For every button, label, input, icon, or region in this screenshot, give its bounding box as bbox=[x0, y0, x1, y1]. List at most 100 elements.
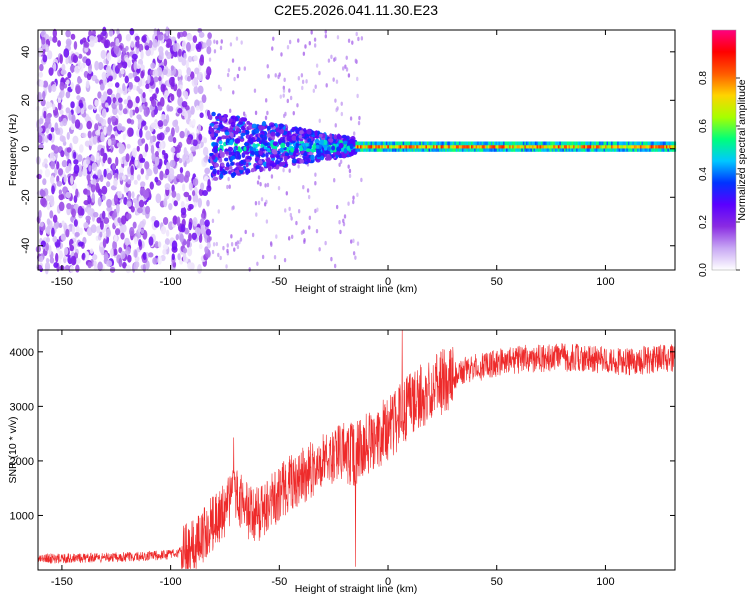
spectrogram-cell bbox=[443, 144, 447, 149]
spectrogram-cell bbox=[50, 152, 55, 159]
spectrogram-cell bbox=[291, 158, 297, 164]
spectrogram-cell bbox=[115, 156, 119, 167]
spectrogram-cell bbox=[545, 147, 549, 152]
spectrogram-cell bbox=[158, 76, 162, 82]
spectrogram-cell bbox=[329, 133, 333, 140]
spectrogram-cell bbox=[338, 142, 344, 149]
spectrogram-cell bbox=[598, 144, 602, 149]
spectrogram-cell bbox=[423, 147, 427, 152]
spectrogram-cell bbox=[288, 206, 291, 212]
spectrogram-cell bbox=[457, 144, 460, 149]
spectrogram-cell bbox=[609, 141, 613, 146]
spectrogram-cell bbox=[172, 43, 178, 53]
spectrogram-cell bbox=[138, 105, 143, 113]
spectrogram-cell bbox=[145, 130, 151, 141]
spectrogram-cell bbox=[661, 147, 664, 152]
spectrogram-cell bbox=[598, 141, 602, 146]
spectrogram-cell bbox=[402, 141, 406, 146]
spectrogram-cell bbox=[220, 39, 223, 44]
spectrogram-cell bbox=[437, 147, 441, 152]
spectrogram-cell bbox=[528, 141, 532, 146]
spectrogram-cell bbox=[111, 115, 117, 123]
spectrogram-cell bbox=[446, 147, 450, 152]
spectrogram-cell bbox=[83, 222, 89, 229]
spectrogram-cell bbox=[469, 141, 473, 146]
spectrogram-cell bbox=[588, 141, 591, 146]
spectrogram-cell bbox=[142, 96, 147, 104]
spectrogram-cell bbox=[266, 110, 269, 116]
spectrogram-cell bbox=[413, 147, 416, 152]
snr-x-tick-label: 100 bbox=[596, 576, 614, 588]
spectrogram-cell bbox=[226, 72, 230, 78]
spectrogram-cell bbox=[245, 159, 251, 163]
spectrogram-cell bbox=[644, 144, 648, 149]
spectrogram-cell bbox=[513, 147, 517, 152]
spectrogram-cell bbox=[270, 124, 274, 128]
spectrogram-cell bbox=[206, 46, 212, 55]
spectrogram-cell bbox=[107, 138, 112, 147]
spectrogram-cell bbox=[92, 135, 98, 145]
spectrogram-cell bbox=[98, 188, 102, 196]
spectrogram-cell bbox=[106, 206, 113, 212]
spectrogram-cell bbox=[434, 147, 438, 152]
spectrogram-cell bbox=[36, 173, 42, 180]
spectrogram-cell bbox=[52, 103, 56, 111]
spectrogram-cell bbox=[617, 147, 620, 152]
spectrogram-cell bbox=[471, 147, 474, 152]
spectrogram-cell bbox=[157, 105, 163, 111]
spectrogram-cell bbox=[390, 141, 394, 146]
snr-x-tick-label: 50 bbox=[491, 576, 503, 588]
spectrogram-cell bbox=[428, 144, 432, 149]
spectrogram-cell bbox=[235, 155, 240, 160]
spectrogram-cell bbox=[387, 147, 390, 152]
spectrogram-cell bbox=[379, 141, 383, 146]
spectrogram-cell bbox=[218, 140, 223, 145]
spectrogram-cell bbox=[650, 147, 654, 152]
spectrogram-cell bbox=[580, 141, 584, 146]
spectrogram-cell bbox=[113, 248, 118, 256]
spectrogram-cell bbox=[498, 147, 502, 152]
spectrogram-cell bbox=[66, 131, 70, 140]
spectrogram-cell bbox=[454, 141, 457, 146]
spectrogram-cell bbox=[366, 147, 369, 152]
spectrogram-cell bbox=[99, 174, 104, 183]
spectrogram-cell bbox=[560, 141, 564, 146]
spectrogram-cell bbox=[310, 154, 315, 161]
spectrogram-cell bbox=[191, 42, 195, 52]
spectrogram-cell bbox=[623, 141, 626, 146]
spectrogram-cell bbox=[560, 147, 564, 152]
spectrogram-cell bbox=[531, 141, 535, 146]
spectrogram-cell bbox=[347, 201, 350, 206]
spectrogram-cell bbox=[103, 251, 108, 262]
spectrogram-cell bbox=[455, 144, 459, 149]
spectrogram-cell bbox=[439, 147, 442, 152]
spectrogram-cell bbox=[451, 141, 454, 146]
spectrogram-cell bbox=[312, 144, 317, 150]
spectrogram-cell bbox=[248, 136, 252, 142]
spectrogram-cell bbox=[618, 144, 622, 149]
spectrogram-cell bbox=[375, 147, 378, 152]
spectrogram-cell bbox=[591, 144, 594, 149]
spectrogram-cell bbox=[323, 139, 328, 146]
spectrogram-cell bbox=[565, 144, 569, 149]
spectrogram-cell bbox=[103, 168, 107, 178]
spectrogram-cell bbox=[231, 172, 236, 179]
spectrogram-cell bbox=[93, 260, 97, 267]
spectrogram-cell bbox=[551, 147, 555, 152]
spectrogram-cell bbox=[335, 204, 339, 210]
spectrogram-cell bbox=[143, 189, 149, 200]
spectrogram-cell bbox=[102, 155, 106, 164]
spectrogram-cell bbox=[254, 150, 259, 156]
spectrogram-cell bbox=[513, 144, 517, 149]
spectrogram-cell bbox=[168, 135, 174, 143]
spectrogram-cell bbox=[316, 148, 320, 153]
spectrogram-cell bbox=[557, 141, 561, 146]
spectrogram-cell bbox=[408, 144, 412, 149]
spectrogram-cell bbox=[229, 139, 234, 146]
spectrogram-cell bbox=[100, 49, 107, 60]
spectrogram-cell bbox=[614, 141, 617, 146]
spectrogram-cell bbox=[594, 144, 597, 149]
spectrogram-cell bbox=[128, 72, 134, 79]
spectrogram-cell bbox=[113, 208, 118, 219]
spectrogram-cell bbox=[169, 159, 176, 168]
